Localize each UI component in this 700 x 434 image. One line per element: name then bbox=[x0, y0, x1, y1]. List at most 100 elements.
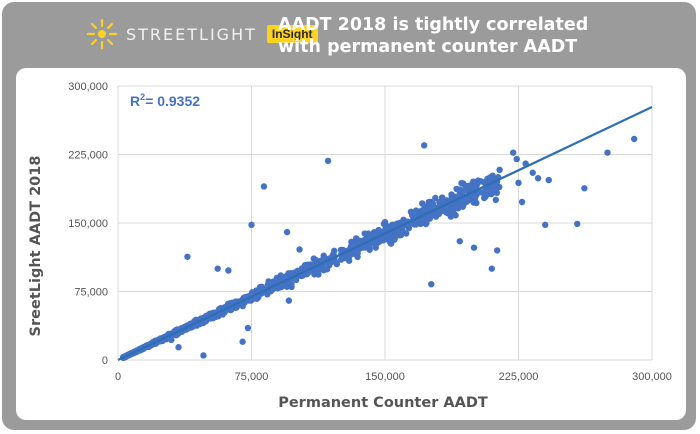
data-point bbox=[422, 220, 430, 228]
data-point bbox=[473, 199, 480, 207]
data-point bbox=[604, 149, 611, 156]
insight-badge: InSight bbox=[266, 25, 318, 43]
data-point bbox=[545, 176, 552, 184]
chart-title-line-1: AADT 2018 is tightly correlated bbox=[278, 15, 589, 35]
r2-letter: R bbox=[130, 93, 140, 109]
trendline-path bbox=[117, 106, 653, 361]
data-point bbox=[460, 201, 467, 209]
x-tick-label: 75,000 bbox=[235, 371, 269, 383]
data-point bbox=[581, 185, 588, 192]
data-point bbox=[470, 244, 478, 251]
data-point bbox=[296, 246, 303, 253]
data-point bbox=[529, 169, 536, 176]
data-point bbox=[428, 280, 435, 288]
tick-labels: 0 75,000 150,000 225,000 300,000 0 75,000 150,0… bbox=[68, 81, 672, 383]
data-point bbox=[472, 181, 479, 188]
data-point bbox=[315, 266, 323, 274]
data-point bbox=[283, 228, 291, 236]
data-point bbox=[380, 237, 387, 244]
data-point bbox=[454, 205, 462, 212]
data-point bbox=[389, 221, 396, 228]
chart-title: AADT 2018 is tightly correlated with per… bbox=[278, 14, 598, 58]
data-point bbox=[248, 221, 255, 229]
data-point bbox=[513, 155, 520, 163]
data-point bbox=[574, 220, 581, 228]
data-point bbox=[345, 257, 353, 264]
data-point bbox=[484, 175, 491, 183]
r2-exponent: 2 bbox=[140, 92, 145, 102]
x-tick-label: 300,000 bbox=[632, 371, 672, 383]
gridlines bbox=[117, 85, 653, 361]
data-point bbox=[365, 230, 372, 237]
x-axis-title: Permanent Counter AADT bbox=[278, 395, 488, 411]
data-point bbox=[343, 252, 350, 260]
brand-name: STREETLIGHT bbox=[126, 24, 257, 44]
data-point bbox=[425, 198, 432, 206]
data-point bbox=[381, 218, 389, 226]
data-point bbox=[168, 336, 175, 344]
data-point bbox=[323, 266, 331, 273]
data-point bbox=[542, 221, 549, 229]
chart-panel: 0 75,000 150,000 225,000 300,000 0 75,000 150,0… bbox=[16, 68, 686, 420]
data-point bbox=[493, 247, 501, 254]
data-point bbox=[424, 204, 431, 211]
data-point bbox=[631, 135, 638, 143]
data-point bbox=[244, 324, 252, 332]
data-point bbox=[285, 297, 293, 304]
data-point bbox=[461, 182, 469, 189]
data-point bbox=[456, 238, 463, 245]
data-point bbox=[278, 283, 285, 290]
scatter-chart: 0 75,000 150,000 225,000 300,000 0 75,000 150,0… bbox=[28, 81, 672, 411]
x-tick-label: 0 bbox=[115, 371, 121, 383]
data-point bbox=[456, 186, 464, 193]
data-point bbox=[304, 261, 312, 268]
data-point bbox=[477, 178, 485, 185]
chart-card: STREETLIGHT InSight AADT 2018 is tightly… bbox=[2, 2, 696, 430]
data-point bbox=[488, 186, 495, 194]
data-point bbox=[175, 344, 182, 351]
x-tick-label: 225,000 bbox=[499, 371, 539, 383]
data-point bbox=[496, 166, 503, 174]
data-point bbox=[432, 194, 439, 202]
data-point bbox=[184, 253, 191, 260]
data-point bbox=[403, 230, 410, 237]
data-point bbox=[256, 283, 264, 291]
y-tick-label: 150,000 bbox=[68, 218, 108, 230]
data-point bbox=[534, 175, 542, 182]
data-point bbox=[331, 247, 338, 255]
data-point bbox=[492, 196, 500, 204]
data-point bbox=[488, 265, 495, 272]
data-point bbox=[420, 142, 428, 149]
data-point bbox=[435, 209, 443, 216]
streetlight-logo: STREETLIGHT InSight bbox=[86, 18, 318, 50]
data-point bbox=[310, 255, 317, 262]
data-point bbox=[239, 338, 246, 345]
data-point bbox=[436, 198, 443, 206]
y-tick-label: 0 bbox=[102, 355, 108, 367]
data-point bbox=[354, 253, 361, 261]
x-tick-label: 150,000 bbox=[365, 371, 405, 383]
data-point bbox=[362, 243, 369, 251]
data-point bbox=[509, 149, 517, 156]
data-point bbox=[214, 265, 221, 272]
sun-burst-icon bbox=[86, 18, 118, 50]
data-point bbox=[347, 242, 355, 250]
data-point bbox=[466, 185, 473, 192]
data-point bbox=[260, 183, 268, 190]
header: STREETLIGHT InSight AADT 2018 is tightly… bbox=[2, 8, 696, 68]
data-point bbox=[265, 278, 272, 285]
data-point bbox=[386, 238, 393, 245]
data-point bbox=[515, 179, 522, 187]
data-point bbox=[324, 157, 332, 165]
y-tick-label: 300,000 bbox=[68, 81, 108, 93]
trendline bbox=[117, 106, 653, 361]
data-point bbox=[200, 352, 207, 359]
data-point bbox=[239, 302, 246, 310]
data-point bbox=[412, 210, 419, 218]
data-point bbox=[394, 227, 401, 235]
chart-title-line-2: with permanent counter AADT bbox=[278, 37, 578, 57]
data-point bbox=[225, 267, 232, 274]
data-point bbox=[281, 274, 288, 281]
data-points bbox=[120, 135, 638, 361]
r-squared-annotation: R2= 0.9352 bbox=[130, 92, 200, 109]
